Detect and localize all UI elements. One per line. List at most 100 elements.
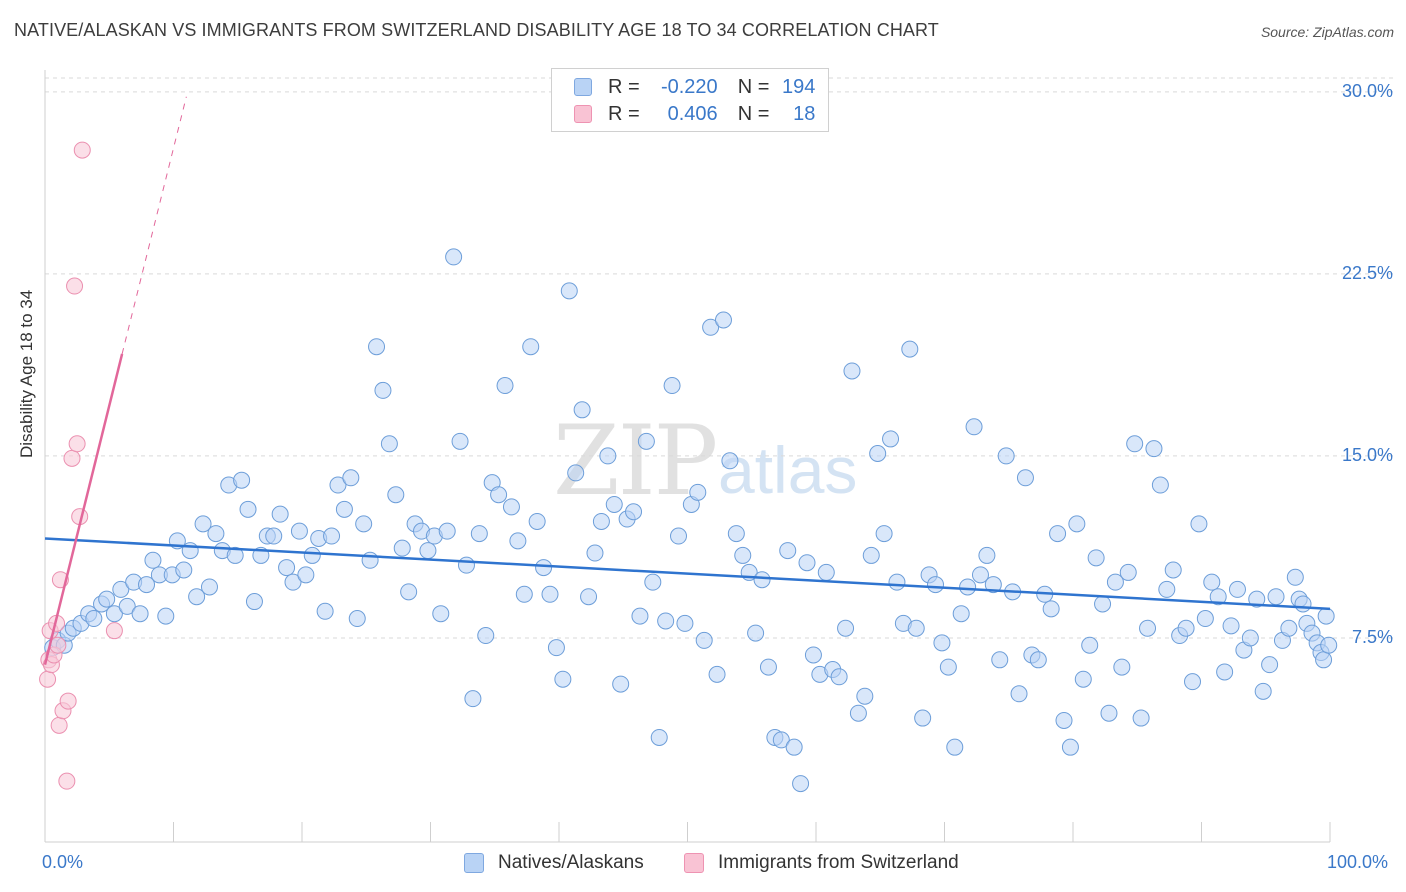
data-point-natives [496, 377, 514, 395]
data-point-natives [438, 522, 456, 540]
data-point-natives [200, 578, 218, 596]
data-point-natives [721, 452, 739, 470]
trend-line-natives [44, 537, 1331, 611]
data-point-natives [271, 505, 289, 523]
data-point-natives [509, 532, 527, 550]
data-point-natives [138, 576, 156, 594]
data-point-natives [1315, 651, 1333, 669]
data-point-natives [361, 551, 379, 569]
trend-lines [43, 96, 1331, 665]
data-point-swiss [68, 435, 86, 453]
data-point-natives [118, 597, 136, 615]
data-point-natives [400, 583, 418, 601]
data-point-natives [856, 687, 874, 705]
data-point-natives [1100, 704, 1118, 722]
data-point-natives [329, 476, 347, 494]
data-point-natives [1119, 563, 1137, 581]
data-point-natives [1016, 469, 1034, 487]
data-point-swiss [63, 449, 81, 467]
data-point-natives [1280, 619, 1298, 637]
data-point-natives [650, 728, 668, 746]
data-point-swiss [50, 716, 68, 734]
data-point-natives [747, 624, 765, 642]
data-point-natives [1145, 440, 1163, 458]
data-point-natives [1261, 656, 1279, 674]
data-point-natives [837, 619, 855, 637]
data-point-natives [927, 576, 945, 594]
data-point-natives [914, 709, 932, 727]
data-point-natives [843, 362, 861, 380]
data-point-natives [862, 546, 880, 564]
data-point-natives [625, 503, 643, 521]
data-point-natives [105, 605, 123, 623]
data-point-natives [670, 527, 688, 545]
legend-label-swiss: Immigrants from Switzerland [718, 852, 959, 873]
data-point-natives [490, 486, 508, 504]
data-point-natives [464, 690, 482, 708]
data-point-natives [194, 515, 212, 533]
data-point-natives [1068, 515, 1086, 533]
axes [44, 70, 1331, 843]
grid [45, 77, 1395, 639]
data-point-natives [85, 610, 103, 628]
data-point-natives [676, 614, 694, 632]
legend-r-value-swiss: 0.406 [667, 102, 718, 125]
watermark-atlas: atlas [718, 433, 858, 507]
data-point-natives [226, 546, 244, 564]
data-point-natives [984, 576, 1002, 594]
data-point-natives [1049, 525, 1067, 543]
data-point-natives [342, 469, 360, 487]
data-point-natives [1286, 568, 1304, 586]
data-point-natives [772, 731, 790, 749]
data-point-natives [355, 515, 373, 533]
data-point-natives [239, 500, 257, 518]
data-point-natives [1106, 573, 1124, 591]
data-point-natives [1209, 588, 1227, 606]
data-point-natives [290, 522, 308, 540]
data-point-natives [1241, 629, 1259, 647]
data-point-natives [849, 704, 867, 722]
data-point-natives [393, 539, 411, 557]
legend-row-natives: R = -0.220 N = 194 [574, 74, 815, 100]
data-point-natives [875, 525, 893, 543]
data-point-natives [573, 401, 591, 419]
data-point-natives [580, 588, 598, 606]
data-point-natives [657, 612, 675, 630]
data-point-natives [1132, 709, 1150, 727]
data-point-natives [323, 527, 341, 545]
data-point-natives [933, 634, 951, 652]
y-tick-label: 7.5% [1351, 626, 1393, 647]
data-point-natives [592, 512, 610, 530]
data-point-natives [233, 471, 251, 489]
data-point-natives [1094, 595, 1112, 613]
data-point-natives [959, 578, 977, 596]
data-point-natives [522, 338, 540, 356]
data-point-swiss [105, 622, 123, 640]
y-axis-label: Disability Age 18 to 34 [17, 289, 36, 458]
trend-line-swiss-extension [121, 96, 187, 355]
data-point-natives [335, 500, 353, 518]
source-label: Source: ZipAtlas.com [1260, 24, 1394, 40]
data-point-natives [131, 605, 149, 623]
data-point-natives [515, 585, 533, 603]
data-point-natives [1164, 561, 1182, 579]
legend-r-label: R = [608, 75, 640, 98]
legend-n-label: N = [737, 102, 770, 125]
y-tick-label: 15.0% [1341, 444, 1393, 465]
data-point-natives [599, 447, 617, 465]
legend-r-value-natives: -0.220 [660, 75, 718, 98]
legend-swatch-natives [574, 78, 592, 96]
data-point-natives [297, 566, 315, 584]
data-point-natives [1177, 619, 1195, 637]
data-point-natives [278, 559, 296, 577]
data-point-natives [432, 605, 450, 623]
data-point-natives [792, 775, 810, 793]
legend-n-value-natives: 194 [782, 75, 816, 98]
data-point-natives [1139, 619, 1157, 637]
data-point-natives [869, 444, 887, 462]
data-point-natives [991, 651, 1009, 669]
data-point-natives [605, 495, 623, 513]
data-point-natives [1196, 610, 1214, 628]
legend-item-natives: Natives/Alaskans [464, 852, 644, 874]
data-point-natives [157, 607, 175, 625]
